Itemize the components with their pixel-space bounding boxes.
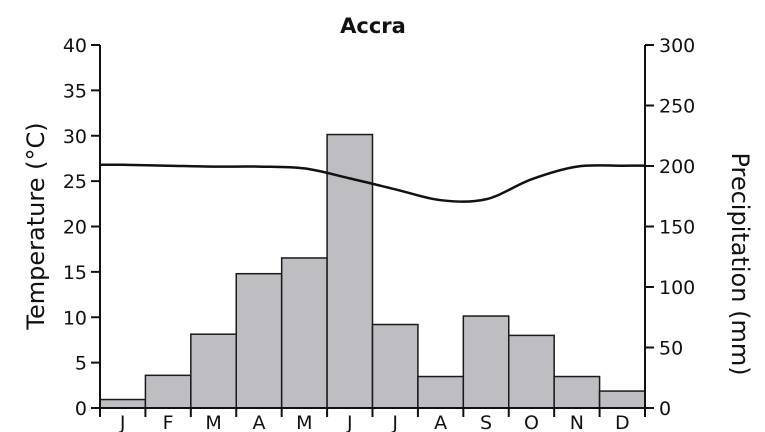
right-tick-label: 100	[659, 277, 695, 299]
chart-title: Accra	[340, 14, 406, 38]
temperature-line-group	[99, 163, 646, 203]
left-tick-label: 0	[75, 398, 87, 420]
precipitation-bar	[462, 315, 510, 409]
right-tick-label: 250	[659, 96, 695, 118]
precipitation-bar	[598, 390, 646, 409]
precipitation-bar	[144, 374, 192, 409]
x-tick-label: M	[296, 412, 312, 432]
x-tick-label: D	[615, 412, 630, 432]
left-tick-label: 5	[75, 353, 87, 375]
precipitation-bar	[326, 133, 374, 409]
right-axis-title: Precipitation (mm)	[726, 152, 754, 375]
x-tick-label: S	[480, 412, 492, 432]
precipitation-bar	[235, 272, 283, 409]
x-tick-label: O	[524, 412, 539, 432]
left-axis-ticks: 0 5 10 15 20 25 30 35 40	[63, 35, 100, 420]
left-tick-label: 15	[63, 262, 87, 284]
right-tick-label: 300	[659, 35, 695, 57]
precipitation-bar	[371, 323, 419, 409]
precipitation-bar	[417, 375, 465, 409]
precipitation-bar	[508, 334, 555, 409]
x-tick-label: N	[570, 412, 584, 432]
x-tick-label: F	[163, 412, 174, 432]
left-tick-label: 20	[63, 217, 87, 239]
x-tick-label: A	[434, 412, 447, 432]
precipitation-bar	[99, 398, 147, 409]
left-tick-label: 40	[63, 35, 87, 57]
left-tick-label: 35	[63, 80, 87, 102]
x-tick-label: J	[346, 412, 353, 432]
x-tick-label: J	[119, 412, 126, 432]
x-tick-label: M	[205, 412, 221, 432]
right-tick-label: 200	[659, 156, 695, 178]
left-tick-label: 25	[63, 171, 87, 193]
precipitation-bar	[190, 333, 237, 409]
x-tick-label: A	[252, 412, 265, 432]
temperature-line	[99, 163, 646, 203]
right-tick-label: 150	[659, 217, 695, 239]
right-axis-ticks: 0 50 100 150 200 250 300	[645, 35, 695, 420]
right-tick-label: 50	[659, 338, 683, 360]
precipitation-bars	[99, 133, 646, 409]
right-tick-label: 0	[659, 398, 671, 420]
x-tick-label: J	[391, 412, 398, 432]
precipitation-bar	[280, 257, 328, 409]
left-tick-label: 10	[63, 307, 87, 329]
precipitation-bar	[553, 375, 601, 409]
left-axis-title: Temperature (°C)	[22, 122, 50, 330]
left-tick-label: 30	[63, 126, 87, 148]
